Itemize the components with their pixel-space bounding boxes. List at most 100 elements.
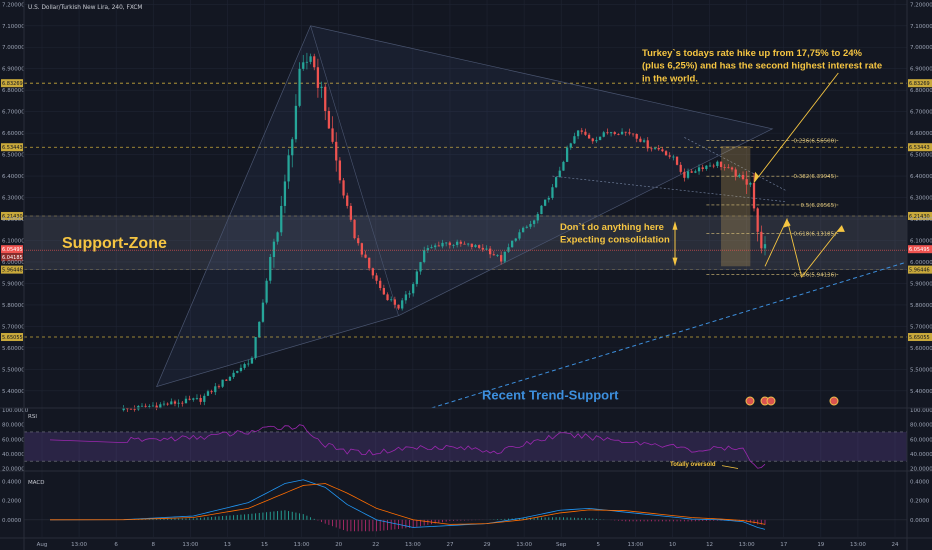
news-arrow-line xyxy=(753,72,839,183)
candle-body xyxy=(265,280,268,303)
candle-body xyxy=(188,398,191,400)
candle-body xyxy=(305,61,309,63)
x-tick-label: 29 xyxy=(484,542,491,548)
x-tick-label: 6 xyxy=(114,542,118,548)
level-label-left-bg xyxy=(1,333,23,342)
price-tick-right: 6.50000 xyxy=(910,153,932,159)
level-label-right: 6.83269 xyxy=(909,81,930,87)
rsi-pane[interactable]: 100.0000 100.0000 80.0000 80.0000 60.0000 60.… xyxy=(2,408,932,473)
candle-body xyxy=(562,161,565,171)
candle-body xyxy=(225,379,228,381)
candle-body xyxy=(371,268,375,276)
rsi-band xyxy=(24,431,907,462)
macd-tick-left: 0.4000 xyxy=(2,480,22,486)
candle-body xyxy=(734,169,737,177)
candle-body xyxy=(569,143,572,148)
wedge-upper-projection xyxy=(684,137,788,192)
trend-support-line xyxy=(431,261,908,409)
candle-body xyxy=(595,140,598,142)
chart-title: U.S. Dollar/Turkish New Lira, 240, FXCM xyxy=(28,5,142,11)
price-tick-right: 5.60000 xyxy=(910,346,932,352)
macd-label: MACD xyxy=(28,480,45,486)
rsi-tick-right: 100.0000 xyxy=(910,408,932,414)
candle-body xyxy=(254,337,257,358)
x-tick-label: 13:00 xyxy=(294,542,310,548)
candle-body xyxy=(708,165,712,167)
candle-body xyxy=(452,244,455,246)
candle-body xyxy=(133,408,136,410)
candle-body xyxy=(459,241,462,244)
candle-body xyxy=(162,403,166,405)
level-label-right: 5.96446 xyxy=(909,268,930,274)
x-tick-label: 19 xyxy=(817,542,824,548)
price-tick-left: 6.20000 xyxy=(2,217,25,223)
candle-body xyxy=(170,401,173,405)
support-zone-box xyxy=(23,215,908,270)
price-tick-left: 6.50000 xyxy=(2,153,25,159)
candle-body xyxy=(415,271,418,285)
level-label-left-bg xyxy=(1,79,23,88)
candle-body xyxy=(360,243,364,255)
candle-body xyxy=(529,223,532,227)
rsi-line xyxy=(49,424,766,469)
candle-body xyxy=(386,294,389,301)
macd-line xyxy=(49,479,766,530)
candle-body xyxy=(712,165,715,167)
level-label-left-bg xyxy=(1,143,23,152)
price-grid xyxy=(24,0,907,537)
candle-body xyxy=(122,408,125,411)
rsi-tick-left: 60.0000 xyxy=(2,437,25,443)
candle-body xyxy=(543,199,547,206)
x-tick-label: Sep xyxy=(556,542,567,548)
candle-body xyxy=(346,195,349,206)
rsi-label: RSI xyxy=(28,414,37,420)
candle-body xyxy=(419,262,422,272)
candle-body xyxy=(327,110,331,129)
oversold-label: Totally oversold xyxy=(670,462,716,468)
candle-body xyxy=(364,254,367,258)
level-label-left: 6.53443 xyxy=(2,145,23,151)
rsi-tick-right: 60.0000 xyxy=(910,437,932,443)
oversold-arrow xyxy=(721,465,739,469)
price-tick-left: 5.70000 xyxy=(2,324,25,330)
price-tick-left: 6.00000 xyxy=(2,260,25,266)
candle-body xyxy=(430,247,433,249)
candle-body xyxy=(514,238,517,241)
current-price-label-bg xyxy=(908,245,932,254)
candle-body xyxy=(631,133,635,135)
news-note-line1: Turkey`s todays rate hike up from 17,75%… xyxy=(642,48,863,59)
projection-arrowhead xyxy=(836,225,845,232)
candle-body xyxy=(661,149,664,152)
candle-body xyxy=(492,254,495,256)
candle-body xyxy=(195,397,199,399)
horizontal-levels: 6.83269 6.83269 6.53443 6.53443 6.21430 6.214… xyxy=(1,79,932,342)
candle-body xyxy=(239,367,243,371)
macd-pane[interactable]: 0.4000 0.4000 0.2000 0.2000 0.0000 0.0000 xyxy=(2,479,930,532)
price-tick-right: 6.60000 xyxy=(910,131,932,137)
candle-body xyxy=(591,138,594,142)
price-tick-right: 5.50000 xyxy=(910,367,932,373)
candle-body xyxy=(151,405,155,407)
candle-body xyxy=(518,232,521,239)
candle-body xyxy=(412,284,415,294)
triangle-edge xyxy=(310,25,399,316)
price-tick-right: 6.10000 xyxy=(910,239,932,245)
candle-body xyxy=(232,372,235,377)
price-tick-right: 6.90000 xyxy=(910,67,932,73)
rsi-tick-left: 100.0000 xyxy=(2,408,29,414)
projection-arrowhead xyxy=(783,219,791,228)
price-pane[interactable]: 6.83269 6.83269 6.53443 6.53443 6.21430 6.214… xyxy=(1,0,932,537)
price-tick-right: 7.00000 xyxy=(910,45,932,51)
level-label-right-bg xyxy=(908,211,932,220)
candle-body xyxy=(390,299,393,301)
candle-body xyxy=(716,161,719,166)
candle-body xyxy=(177,402,180,404)
price-annotations: Support-Zone Recent Trend-Support Don`t do… xyxy=(62,48,882,406)
fib-label: 0.5(6.26565) xyxy=(801,203,837,209)
price-tick-left: 7.00000 xyxy=(2,45,25,51)
x-tick-label: 8 xyxy=(152,542,156,548)
candle-body xyxy=(302,62,305,69)
macd-tick-left: 0.2000 xyxy=(2,499,22,505)
candle-body xyxy=(192,398,195,400)
